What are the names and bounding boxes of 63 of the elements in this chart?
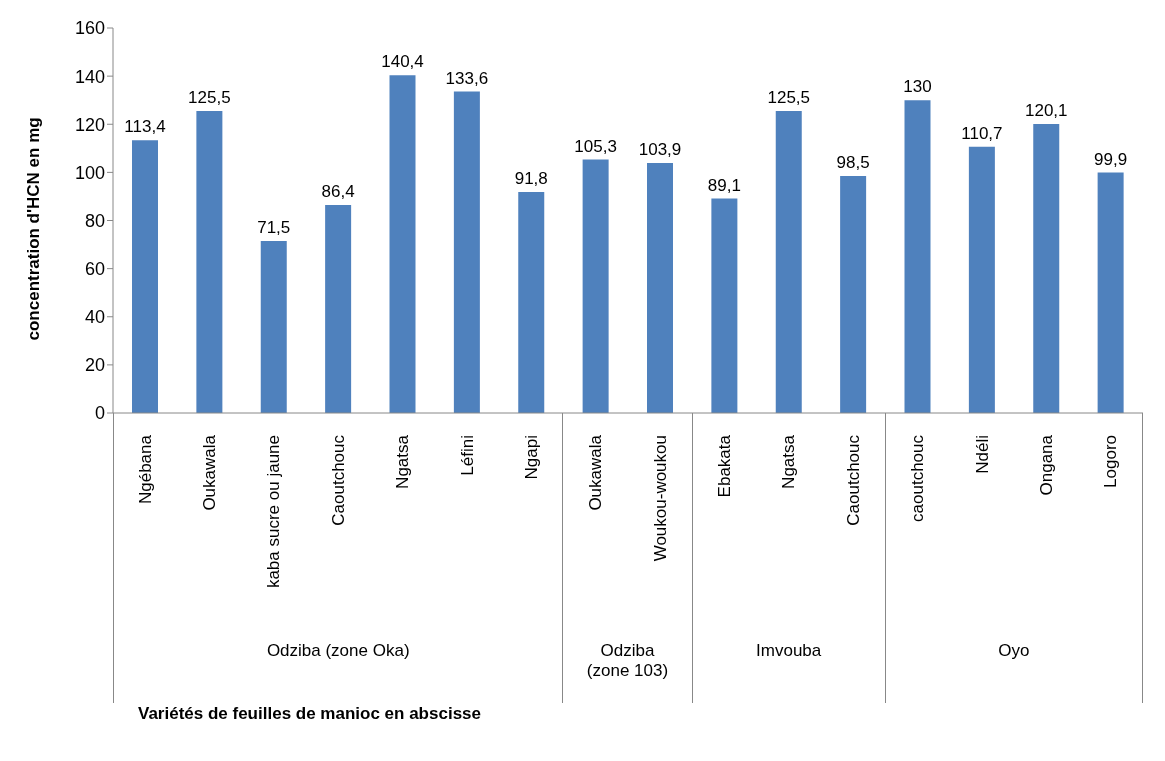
data-label: 130: [903, 77, 932, 97]
data-label: 125,5: [767, 88, 811, 108]
x-tick-label: Ndéli: [972, 435, 992, 474]
x-tick-label: kaba sucre ou jaune: [264, 435, 284, 589]
text: Imvouba: [755, 641, 823, 661]
y-tick-label: 140: [74, 66, 105, 87]
y-tick-label: 80: [84, 210, 105, 231]
bar: [325, 205, 352, 413]
bar: [1033, 124, 1060, 413]
y-tick-label: 0: [94, 403, 105, 424]
bar: [518, 192, 545, 413]
data-label: 71,5: [257, 217, 291, 237]
data-label: 110,7: [961, 123, 1003, 143]
x-tick-label: Ngatsa: [393, 434, 413, 489]
bar: [840, 175, 867, 413]
data-label: 98,5: [836, 152, 870, 172]
data-label: 120,1: [1024, 101, 1068, 121]
x-tick-label: Léfini: [457, 435, 477, 476]
data-label: 86,4: [321, 182, 355, 202]
y-axis-title: concentration d'HCN en mg: [24, 117, 44, 341]
bar: [453, 91, 480, 413]
bar: [647, 162, 673, 413]
bar: [904, 100, 931, 413]
y-tick-label: 60: [84, 259, 105, 280]
bar: [1097, 172, 1124, 413]
text: Oyo: [997, 641, 1031, 661]
y-tick-label: 160: [74, 18, 105, 39]
data-label: 89,1: [707, 175, 741, 195]
data-label: 125,5: [188, 88, 231, 108]
y-tick-label: 40: [84, 307, 105, 328]
bar: [582, 159, 609, 413]
x-tick-label: Caoutchouc: [328, 434, 348, 526]
y-tick-label: 20: [84, 355, 105, 376]
x-tick-label: Woukou-woukou: [650, 435, 670, 562]
data-label: 99,9: [1094, 149, 1128, 169]
x-tick-label: Oukawala: [586, 434, 606, 511]
data-label: 113,4: [124, 117, 166, 137]
bar: [132, 140, 158, 413]
data-label: 91,8: [514, 169, 548, 189]
bar: [711, 198, 738, 413]
text: Variétés de feuilles de manioc en abscisse: [138, 704, 482, 724]
x-tick-label: Ongana: [1036, 434, 1056, 496]
y-tick-label: 120: [74, 114, 105, 135]
x-tick-label: Oukawala: [200, 434, 220, 511]
bar: [775, 111, 802, 413]
bar: [260, 240, 287, 413]
bar: [389, 75, 416, 413]
x-tick-label: Ngébana: [135, 434, 155, 505]
y-tick-label: 100: [74, 162, 105, 183]
x-tick-label: Logoro: [1101, 435, 1121, 488]
data-label: 133,6: [445, 68, 489, 88]
x-tick-label: Ebakata: [715, 434, 735, 498]
text: Odziba (zone Oka): [265, 641, 411, 661]
x-tick-label: Ngatsa: [779, 434, 799, 489]
text: Odziba (zone 103): [585, 641, 670, 681]
data-label: 140,4: [381, 52, 424, 72]
bar: [196, 111, 223, 413]
x-tick-label: Ngapi: [521, 435, 541, 480]
x-tick-label: Caoutchouc: [843, 434, 863, 526]
bar: [968, 146, 995, 413]
data-label: 105,3: [574, 136, 617, 156]
x-tick-label: caoutchouc: [908, 434, 928, 522]
data-label: 103,9: [638, 139, 682, 159]
